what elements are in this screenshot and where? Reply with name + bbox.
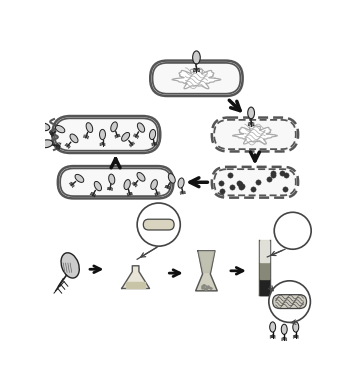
Polygon shape	[172, 69, 221, 89]
Ellipse shape	[40, 140, 53, 148]
Ellipse shape	[109, 174, 115, 184]
FancyBboxPatch shape	[52, 116, 160, 153]
FancyBboxPatch shape	[150, 61, 243, 96]
Ellipse shape	[121, 133, 130, 141]
Polygon shape	[126, 282, 145, 288]
Polygon shape	[260, 262, 269, 279]
Ellipse shape	[178, 178, 184, 188]
Ellipse shape	[297, 225, 304, 237]
Ellipse shape	[293, 322, 299, 332]
Ellipse shape	[285, 226, 292, 238]
Ellipse shape	[111, 122, 117, 132]
Ellipse shape	[150, 129, 155, 139]
Ellipse shape	[151, 180, 157, 190]
Ellipse shape	[75, 174, 84, 182]
FancyBboxPatch shape	[273, 295, 306, 309]
Ellipse shape	[270, 322, 276, 332]
Circle shape	[137, 203, 180, 246]
Ellipse shape	[61, 253, 79, 278]
Polygon shape	[260, 241, 269, 262]
Ellipse shape	[86, 123, 93, 133]
Ellipse shape	[193, 51, 200, 64]
Polygon shape	[199, 252, 214, 272]
Ellipse shape	[164, 212, 168, 219]
Ellipse shape	[152, 212, 156, 219]
Polygon shape	[233, 126, 277, 144]
Circle shape	[274, 212, 311, 249]
Ellipse shape	[281, 324, 287, 334]
FancyBboxPatch shape	[143, 219, 174, 230]
Ellipse shape	[94, 182, 101, 191]
Circle shape	[269, 281, 310, 322]
Ellipse shape	[248, 107, 254, 119]
Polygon shape	[259, 240, 270, 295]
Ellipse shape	[70, 134, 78, 143]
Ellipse shape	[137, 172, 145, 181]
Ellipse shape	[100, 129, 105, 140]
Polygon shape	[260, 279, 269, 295]
Ellipse shape	[168, 173, 175, 183]
Ellipse shape	[137, 123, 145, 132]
Ellipse shape	[55, 126, 65, 133]
FancyBboxPatch shape	[58, 166, 173, 198]
FancyBboxPatch shape	[212, 167, 298, 198]
Polygon shape	[122, 266, 150, 288]
Ellipse shape	[124, 180, 130, 190]
Polygon shape	[196, 251, 217, 291]
Ellipse shape	[37, 123, 50, 131]
FancyBboxPatch shape	[212, 118, 298, 151]
